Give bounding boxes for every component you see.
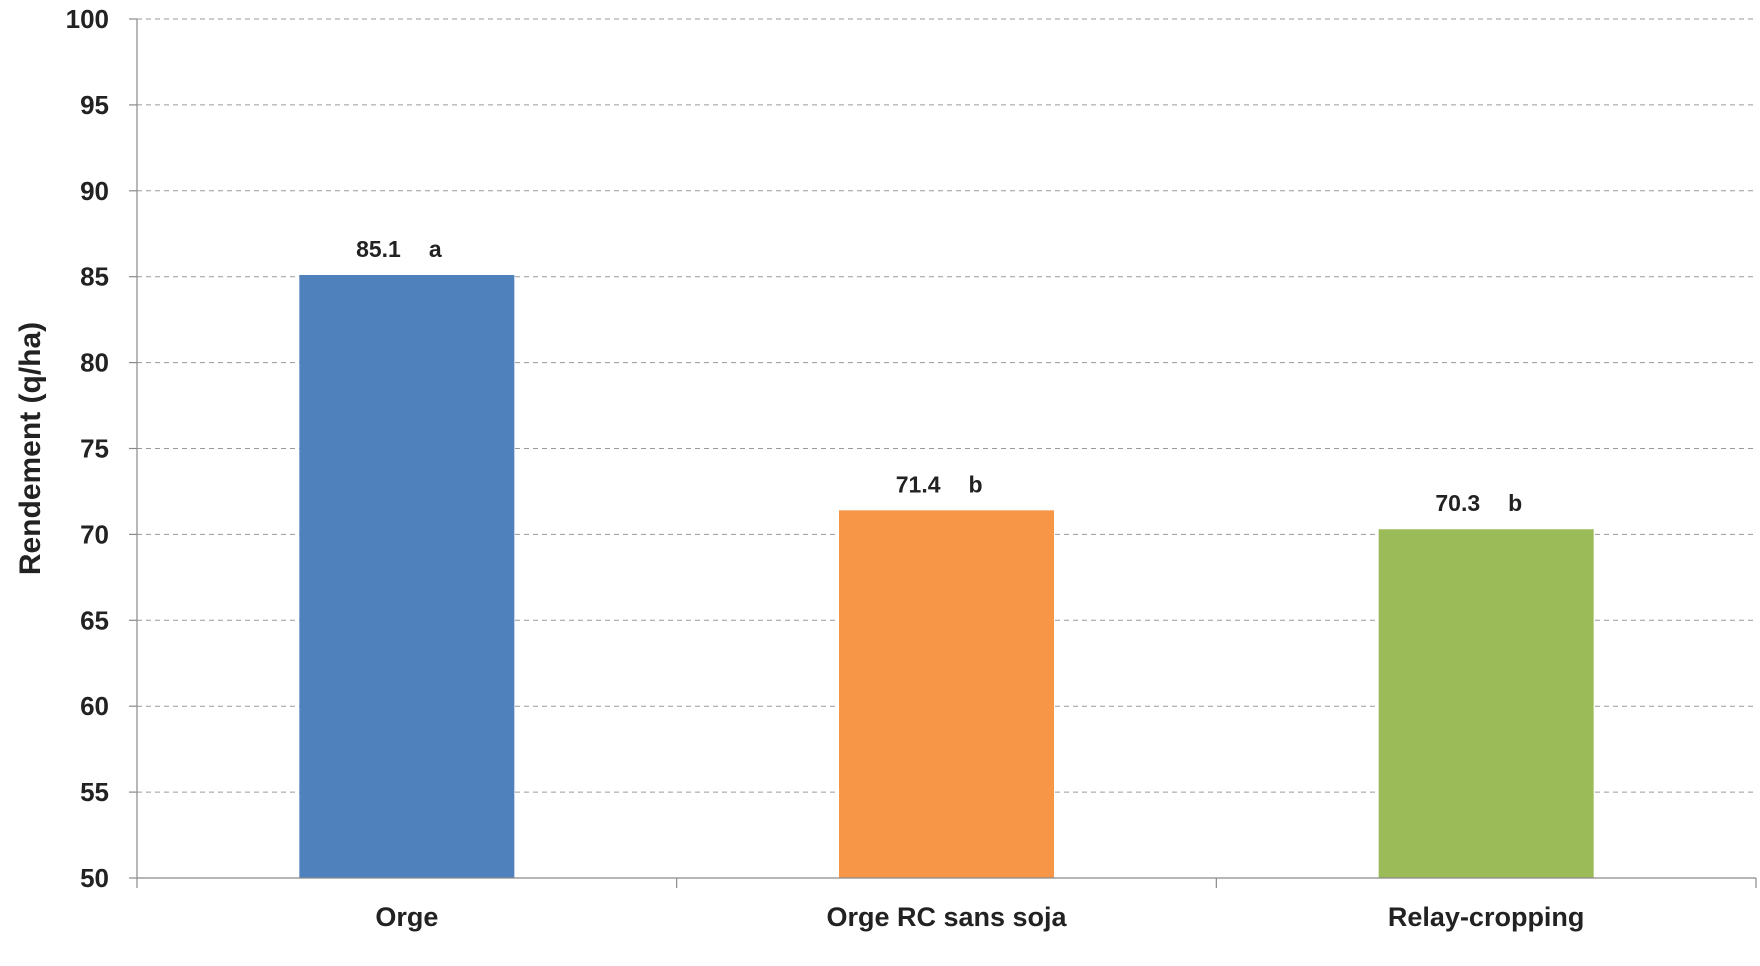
value-label: 71.4 (896, 471, 941, 497)
significance-letter: b (1508, 490, 1522, 516)
y-axis-title: Rendement (q/ha) (14, 322, 47, 575)
value-label: 85.1 (356, 236, 401, 262)
value-label: 70.3 (1435, 490, 1480, 516)
bar-orge (299, 275, 514, 878)
category-label: Orge RC sans soja (826, 902, 1067, 932)
y-tick-label: 55 (80, 777, 109, 807)
y-tick-label: 90 (80, 176, 109, 206)
significance-letter: b (969, 471, 983, 497)
y-tick-label: 95 (80, 90, 109, 120)
significance-letter: a (429, 236, 442, 262)
category-label: Relay-cropping (1388, 902, 1585, 932)
y-tick-label: 50 (80, 863, 109, 893)
bar-relay-cropping (1379, 529, 1594, 878)
y-tick-label: 75 (80, 434, 109, 464)
bar-orge-rc-sans-soja (839, 510, 1054, 878)
y-tick-label: 85 (80, 262, 109, 292)
category-label: Orge (375, 902, 438, 932)
y-tick-label: 60 (80, 691, 109, 721)
y-tick-label: 70 (80, 519, 109, 549)
y-tick-label: 80 (80, 348, 109, 378)
y-tick-label: 100 (66, 4, 109, 34)
y-tick-label: 65 (80, 605, 109, 635)
